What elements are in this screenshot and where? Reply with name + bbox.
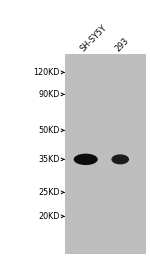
Ellipse shape (74, 154, 98, 165)
Text: 293: 293 (113, 36, 131, 53)
Text: 50KD: 50KD (39, 126, 60, 135)
Text: 25KD: 25KD (39, 188, 60, 197)
Text: 90KD: 90KD (39, 90, 60, 99)
Text: 35KD: 35KD (39, 155, 60, 164)
Text: SH-SY5Y: SH-SY5Y (79, 23, 109, 53)
Text: 120KD: 120KD (34, 68, 60, 77)
Text: 20KD: 20KD (39, 212, 60, 221)
Ellipse shape (111, 154, 129, 164)
Bar (65, 54, 146, 254)
